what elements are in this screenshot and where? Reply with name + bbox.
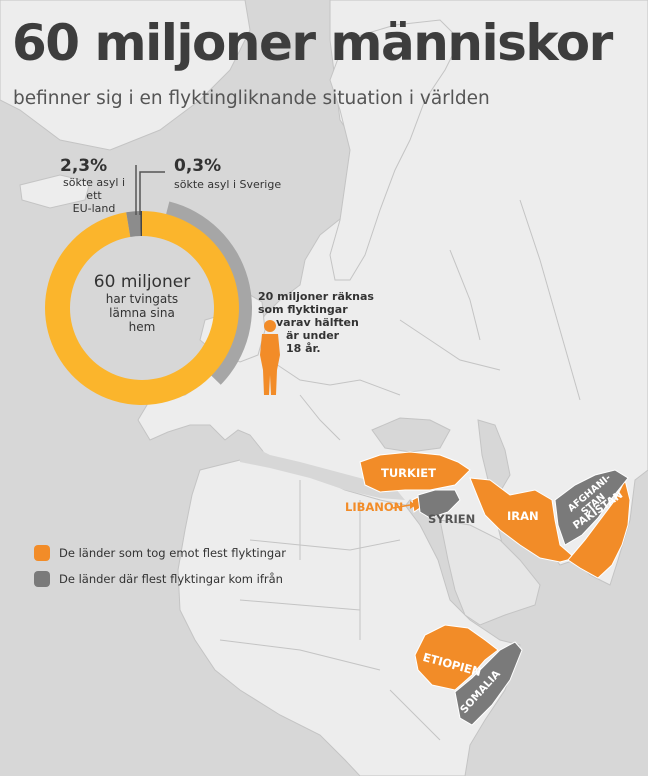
children-note-line: är under: [286, 329, 340, 342]
eu-description-line: sökte asyl i ett: [63, 176, 125, 202]
donut-center-line: lämna sina: [109, 306, 175, 320]
donut-center-line: hem: [128, 320, 156, 334]
legend-label: De länder som tog emot flest flyktingar: [59, 546, 286, 560]
arrow-right-icon: [392, 501, 416, 509]
label-iran: IRAN: [507, 509, 539, 523]
country-ethiopia: [414, 624, 499, 691]
country-afghanistan: [554, 469, 629, 546]
children-note-line: som flyktingar: [258, 303, 348, 316]
donut-center-line: har tvingats: [105, 292, 179, 306]
children-arc: [165, 201, 252, 385]
eu-percentage: 2,3%: [60, 156, 108, 176]
legend-label: De länder där flest flyktingar kom ifrån: [59, 572, 283, 586]
legend-item-receiving: De länder som tog emot flest flyktingar: [34, 545, 334, 561]
page-subtitle: befinner sig i en flyktingliknande situa…: [13, 88, 490, 109]
children-note-line: 20 miljoner räknas: [258, 290, 374, 303]
country-somalia: [454, 641, 523, 726]
landmass-scandinavia: [329, 19, 461, 281]
legend-swatch-grey: [34, 571, 50, 587]
mediterranean-sea: [240, 440, 405, 500]
label-libanon: LIBANON: [345, 500, 404, 514]
caspian-sea: [477, 419, 511, 493]
sweden-description: sökte asyl i Sverige: [174, 178, 282, 191]
landmass-greenland: [0, 0, 251, 151]
country-syria: [417, 489, 461, 519]
sweden-segment: [140, 211, 142, 237]
country-turkey: [359, 451, 471, 493]
page-title: 60 miljoner människor: [12, 14, 613, 72]
eu-description-line: EU-land: [72, 202, 116, 215]
children-note-line: 18 år.: [286, 342, 321, 355]
black-sea: [371, 417, 451, 453]
legend-item-origin: De länder där flest flyktingar kom ifrån: [34, 571, 334, 587]
donut-center-big: 60 miljoner: [93, 272, 191, 292]
label-turkiet: TURKIET: [381, 466, 436, 480]
legend-swatch-orange: [34, 545, 50, 561]
landmass-arabia: [439, 519, 541, 626]
country-borders: [219, 199, 581, 741]
sweden-leader-line: [139, 171, 165, 215]
donut-center-text: 60 miljoner har tvingats lämna sina hem: [72, 272, 212, 334]
landmass-iceland: [19, 174, 91, 209]
child-silhouette-icon: [260, 320, 280, 395]
sweden-percentage: 0,3%: [174, 156, 222, 176]
country-pakistan: [567, 478, 631, 579]
label-syrien: SYRIEN: [428, 512, 476, 526]
eu-description: sökte asyl i ett EU-land: [54, 176, 134, 215]
donut-chart: [44, 165, 252, 406]
children-note: 20 miljoner räknas som flyktingar varav …: [258, 290, 378, 355]
eu-segment: [126, 211, 141, 237]
children-note-line: varav hälften: [276, 316, 359, 329]
